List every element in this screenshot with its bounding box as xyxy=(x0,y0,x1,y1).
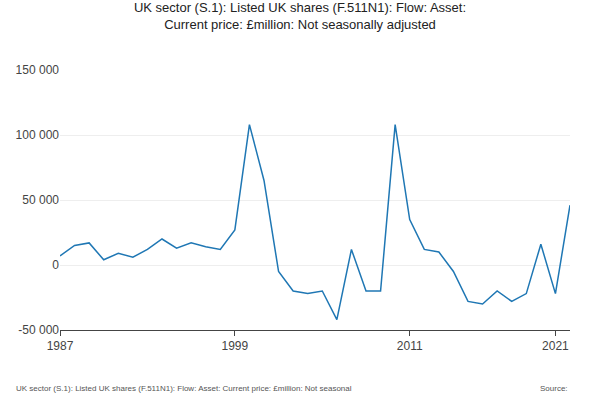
svg-text:2011: 2011 xyxy=(397,339,423,353)
svg-text:Source:: Source: xyxy=(540,384,568,393)
svg-text:0: 0 xyxy=(52,258,59,272)
svg-text:150 000: 150 000 xyxy=(16,63,60,77)
svg-text:100 000: 100 000 xyxy=(16,128,60,142)
svg-text:UK sector (S.1): Listed UK sha: UK sector (S.1): Listed UK shares (F.511… xyxy=(134,0,466,32)
svg-text:-50 000: -50 000 xyxy=(18,323,59,337)
svg-text:1999: 1999 xyxy=(222,339,249,353)
svg-text:UK sector (S.1): Listed UK sha: UK sector (S.1): Listed UK shares (F.511… xyxy=(16,384,352,393)
svg-text:1987: 1987 xyxy=(47,339,74,353)
svg-text:50 000: 50 000 xyxy=(22,193,59,207)
svg-text:2021: 2021 xyxy=(542,339,569,353)
